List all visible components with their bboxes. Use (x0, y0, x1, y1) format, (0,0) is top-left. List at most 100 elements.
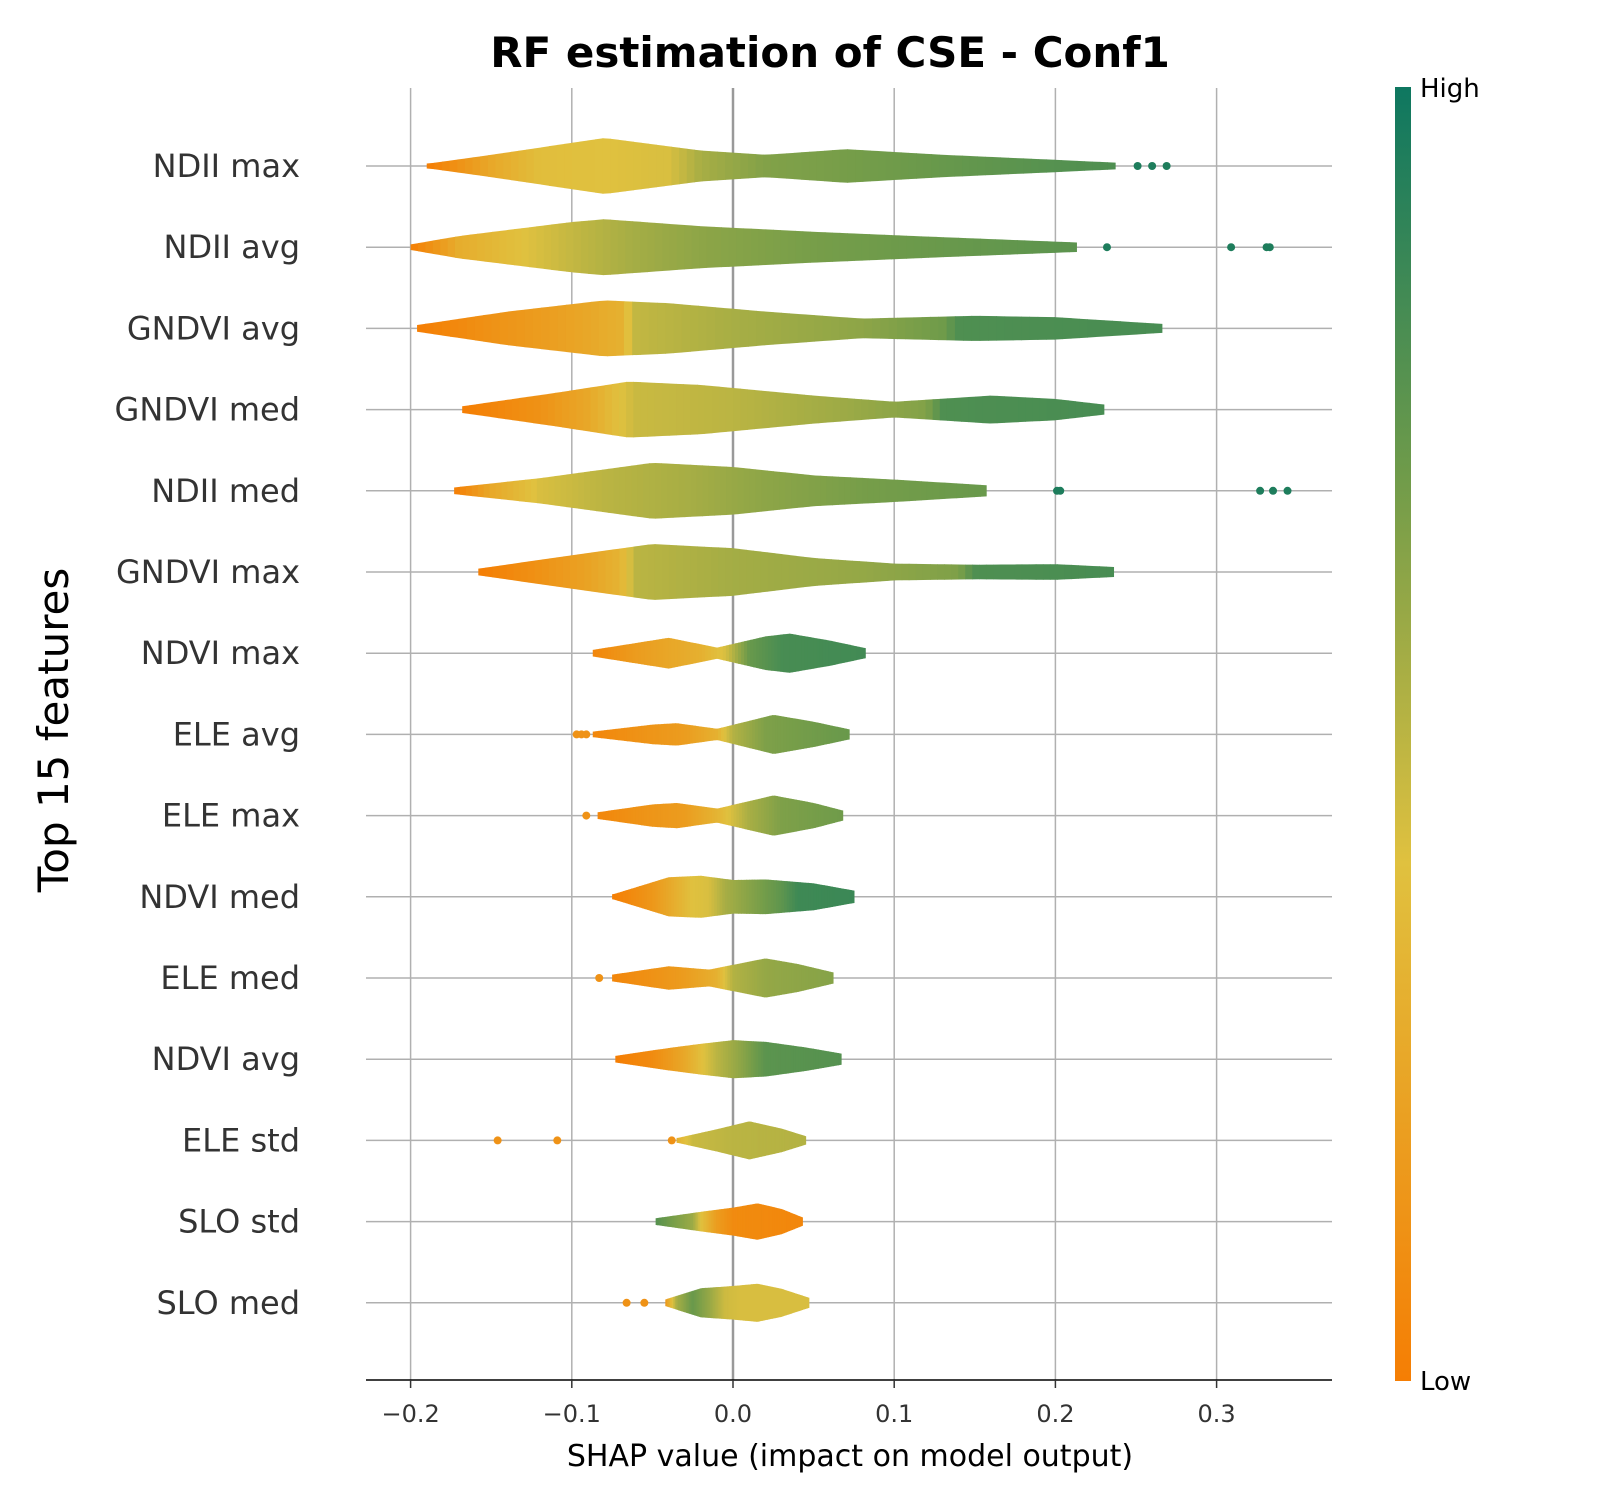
violin-segment (802, 474, 810, 508)
violin-segment (979, 315, 989, 341)
violin-segment (850, 644, 854, 662)
violin-segment (638, 806, 642, 826)
violin-segment (499, 564, 508, 580)
violin-segment (684, 225, 693, 270)
violin-segment (780, 1044, 784, 1075)
violin-segment (621, 727, 625, 741)
violin-segment (769, 795, 773, 836)
violin-segment (1023, 158, 1032, 174)
violin-segment (1012, 316, 1022, 341)
violin-segment (727, 965, 731, 991)
violin-segment (739, 962, 743, 994)
violin-segment (764, 958, 768, 998)
violin-segment (888, 317, 898, 340)
chart-title: RF estimation of CSE - Conf1 (490, 28, 1170, 77)
violin-segment (758, 798, 762, 833)
feature-label: NDII max (153, 147, 300, 185)
violin-segment (980, 238, 989, 256)
violin-segment (485, 566, 494, 578)
violin-segment (417, 241, 426, 253)
violin-segment (647, 544, 656, 600)
violin-segment (759, 637, 763, 670)
violin-segment (762, 636, 766, 671)
violin-segment (569, 389, 577, 430)
violin-segment (812, 721, 816, 748)
violin-segment (794, 881, 799, 912)
violin-segment (603, 811, 607, 821)
violin-segment (480, 155, 489, 177)
violin-segment (1054, 241, 1063, 253)
violin-segment (601, 730, 605, 739)
violin-segment (745, 1040, 749, 1078)
violin-segment (637, 1052, 641, 1067)
violin-segment (728, 227, 737, 267)
violin-segment (744, 962, 748, 994)
violin-segment (814, 475, 822, 507)
violin-segment (799, 800, 803, 831)
violin-segment (558, 222, 567, 272)
violin-segment (698, 1043, 702, 1075)
violin-segment (705, 1042, 709, 1076)
violin-segment (680, 640, 685, 667)
violin-segment (861, 399, 870, 420)
violin-segment (797, 394, 805, 426)
violin-segment (671, 638, 676, 669)
violin-segment (623, 644, 627, 662)
violin-segment (549, 305, 559, 352)
violin-segment (815, 1049, 820, 1070)
violin-segment (921, 481, 928, 501)
violin-segment (879, 478, 887, 503)
violin-segment (817, 558, 825, 586)
violin-segment (701, 644, 706, 662)
violin-segment (698, 643, 703, 663)
violin-segment (1056, 564, 1065, 580)
violin-segment (460, 486, 467, 496)
violin-segment (626, 546, 635, 598)
violin-segment (1000, 157, 1009, 175)
violin-segment (760, 551, 769, 593)
outlier-point (493, 1136, 502, 1145)
violin-segment (426, 162, 435, 170)
violin-segment (1015, 158, 1024, 174)
violin-segment (739, 309, 749, 348)
violin-segment (729, 964, 733, 992)
violin-segment (854, 398, 862, 421)
violin-segment (962, 483, 969, 498)
violin-ndii-avg (410, 219, 1274, 276)
violin-segment (810, 637, 815, 670)
violin-segment (675, 545, 684, 599)
violin-segment (1031, 240, 1040, 254)
violin-segment (1046, 159, 1055, 173)
violin-segment (800, 882, 804, 912)
violin-segment (599, 300, 608, 357)
violin-segment (417, 323, 426, 333)
violin-segment (796, 799, 800, 832)
violin-segment (1068, 400, 1076, 419)
violin-segment (943, 237, 952, 258)
violin-segment (816, 883, 820, 910)
violin-segment (965, 238, 974, 257)
violin-segment (818, 884, 823, 910)
violin-segment (705, 969, 709, 987)
violin-segment (826, 806, 830, 825)
violin-segment (780, 634, 785, 673)
violin-segment (666, 966, 670, 990)
violin-segment (975, 396, 984, 424)
violin-segment (805, 314, 815, 343)
violin-segment (506, 229, 515, 266)
violin-segment (1103, 320, 1113, 337)
violin-segment (737, 722, 742, 746)
violin-segment (592, 649, 597, 658)
violin-segment (690, 804, 694, 827)
violin-segment (572, 141, 581, 191)
violin-segment (696, 465, 703, 517)
violin-segment (681, 304, 691, 353)
violin-segment (1045, 317, 1055, 340)
violin-segment (717, 967, 721, 989)
feature-label: NDVI avg (152, 1040, 300, 1078)
violin-segment (540, 393, 549, 426)
violin-segment (714, 466, 721, 516)
violin-segment (996, 395, 1005, 424)
violin-segment (657, 879, 662, 914)
violin-segment (737, 467, 745, 515)
